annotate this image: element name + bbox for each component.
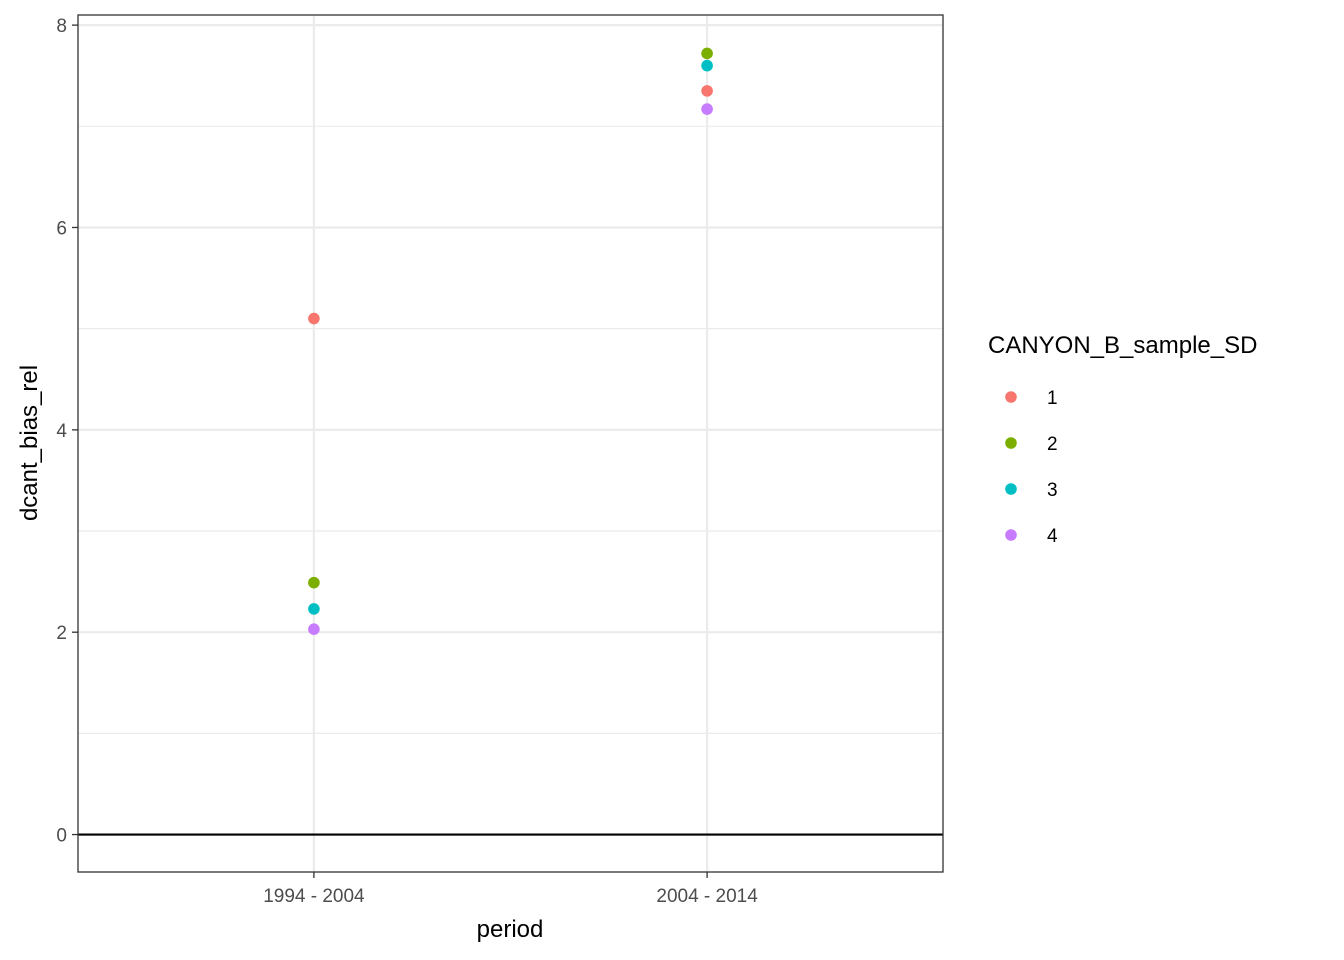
y-tick-label: 8 xyxy=(56,16,67,37)
data-point-series-3 xyxy=(308,603,320,615)
x-tick-label: 2004 - 2014 xyxy=(656,886,758,907)
legend-label-3: 3 xyxy=(1047,480,1058,501)
legend-label-1: 1 xyxy=(1047,388,1058,409)
legend-label-4: 4 xyxy=(1047,526,1058,547)
x-axis-title: period xyxy=(477,916,544,943)
panel-border xyxy=(77,14,944,873)
data-point-series-1 xyxy=(701,85,713,97)
x-axis: 1994 - 2004 2004 - 2014 xyxy=(263,872,758,907)
legend-label-2: 2 xyxy=(1047,434,1058,455)
y-tick-label: 6 xyxy=(56,218,67,239)
x-tick-label: 1994 - 2004 xyxy=(263,886,365,907)
data-point-series-2 xyxy=(701,47,713,60)
y-axis: 0 2 4 6 8 xyxy=(56,16,78,847)
legend-key-3 xyxy=(1005,483,1017,495)
data-point-series-3 xyxy=(701,59,713,72)
y-tick-label: 2 xyxy=(56,623,67,644)
legend-key-4 xyxy=(1005,529,1017,541)
y-tick-label: 0 xyxy=(56,826,67,847)
legend-key-1 xyxy=(1005,391,1017,403)
data-points xyxy=(308,47,713,635)
data-point-series-1 xyxy=(308,312,320,325)
panel-background xyxy=(78,15,943,872)
data-point-series-4 xyxy=(308,623,320,635)
data-point-series-4 xyxy=(701,103,713,115)
y-tick-label: 4 xyxy=(56,421,67,442)
data-point-series-2 xyxy=(308,576,320,589)
legend-key-2 xyxy=(1005,437,1017,449)
legend: CANYON_B_sample_SD 1 2 3 4 xyxy=(988,332,1257,547)
y-axis-title: dcant_bias_rel xyxy=(16,365,43,521)
legend-title: CANYON_B_sample_SD xyxy=(988,332,1257,359)
